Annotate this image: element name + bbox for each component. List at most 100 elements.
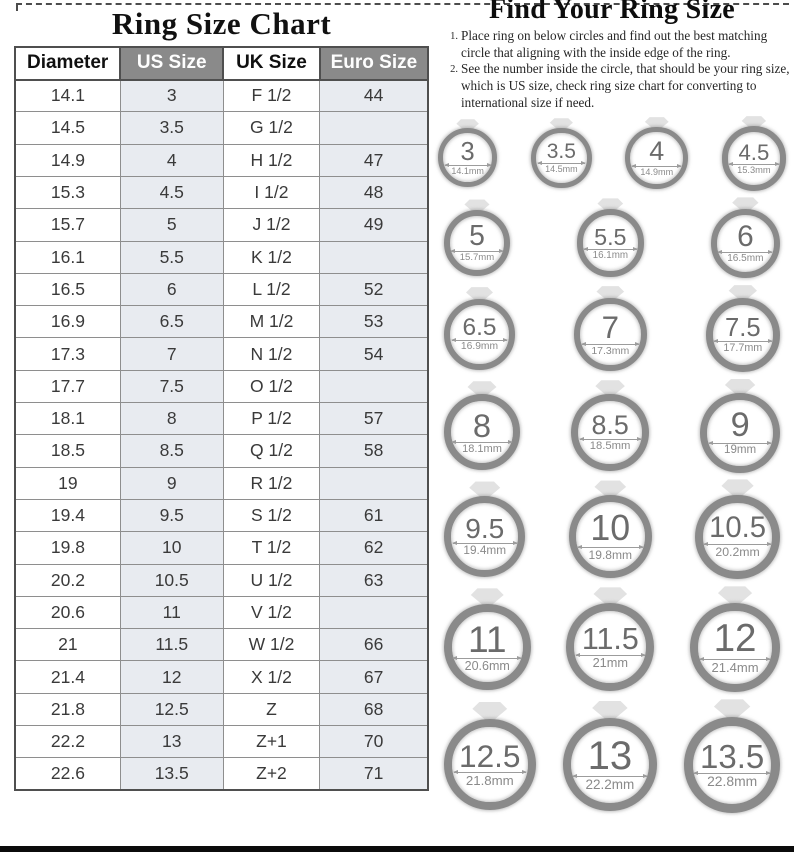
cell-diameter: 18.5 [14,434,121,468]
table-row: 16.5 6 L 1/2 52 [14,272,429,307]
cell-us-size: 7 [119,337,224,371]
ring-sizer-us-13.5: 13.5 22.8mm [684,699,780,813]
cell-uk-size: N 1/2 [222,337,321,371]
ring-mm-label: 16.9mm [460,341,499,353]
ring-size-number: 12 [713,617,757,661]
ring-circle: 8.5 18.5mm [571,393,649,472]
table-row: 20.6 11 V 1/2 [14,595,429,630]
table-row: 21 11.5 W 1/2 66 [14,628,429,662]
diameter-arrow-line [443,162,492,167]
cell-us-size: 8.5 [119,434,224,468]
ring-sizer-us-3: 3 14.1mm [438,119,498,188]
ring-sizer-us-3.5: 3.5 14.5mm [530,118,592,189]
cell-us-size: 8 [119,402,224,436]
ring-mm-label: 21.4mm [711,659,759,675]
diameter-arrow-line [727,161,780,166]
cell-uk-size: Z+1 [222,724,321,759]
cell-euro-size: 52 [319,272,429,307]
cell-diameter: 21.8 [14,692,121,726]
cell-us-size: 12.5 [119,692,224,726]
table-row: 22.6 13.5 Z+2 71 [14,757,429,791]
table-row: 16.9 6.5 M 1/2 53 [14,305,429,339]
ring-sizer-us-12.5: 12.5 21.8mm [444,701,536,811]
page-title: Ring Size Chart [111,6,332,41]
diameter-arrow-line [572,774,648,779]
ring-sizer-us-9.5: 9.5 19.4mm [444,481,526,578]
ring-circle: 12.5 21.8mm [444,718,536,811]
ring-mm-label: 20.2mm [715,545,760,560]
ring-size-number: 5.5 [594,223,627,250]
ring-mm-label: 17.3mm [591,344,630,357]
cell-euro-size: 48 [319,175,429,210]
ring-size-table: Diameter US Size UK Size Euro Size 14.1 3 F 1… [13,45,430,792]
cell-diameter: 18.1 [14,402,121,436]
cell-uk-size: F 1/2 [222,79,321,113]
ring-sizer-us-12: 12 21.4mm [690,586,780,693]
ring-circles: 3 14.1mm 3.5 14.5mm 4 14.9mm 4.5 15.3mm 5 15.7mm 5… [433,116,791,813]
ring-mm-label: 15.3mm [737,164,771,175]
ring-sizer-us-9: 9 19mm [700,378,780,473]
table-row: 17.3 7 N 1/2 54 [14,337,429,371]
diameter-arrow-line [717,250,774,255]
table-row: 14.5 3.5 G 1/2 [14,111,429,145]
ring-sizer-us-7.5: 7.5 17.7mm [705,285,780,372]
instruction-item: 1. Place ring on below circles and find o… [445,28,791,61]
ring-circle: 7.5 17.7mm [705,297,780,372]
cell-euro-size: 61 [319,498,429,533]
ring-size-number: 11.5 [581,621,639,656]
ring-circle: 11 20.6mm [444,603,531,691]
ring-mm-label: 16.5mm [727,253,764,265]
cell-euro-size [319,369,429,404]
cell-us-size: 5.5 [119,240,224,274]
circle-row: 5 15.7mm 5.5 16.1mm 6 16.5mm [433,197,791,279]
circle-row: 8 18.1mm 8.5 18.5mm 9 19mm [433,378,791,473]
circle-row: 12.5 21.8mm 13 22.2mm 13.5 22.8mm [433,699,791,813]
ring-sizer-us-8: 8 18.1mm [444,381,521,471]
cell-diameter: 19.4 [14,498,121,533]
cell-uk-size: J 1/2 [222,208,321,242]
ring-circle: 4 14.9mm [625,126,689,190]
cell-diameter: 20.2 [14,563,121,597]
ring-sizer-us-4: 4 14.9mm [625,117,689,190]
cell-diameter: 14.9 [14,143,121,177]
ring-size-number: 4.5 [738,139,770,165]
ring-size-number: 12.5 [459,738,521,775]
ring-mm-label: 18.1mm [462,442,502,455]
column-header-us-size: US Size [119,45,225,81]
cell-uk-size: U 1/2 [222,563,321,597]
ring-sizer-us-13: 13 22.2mm [563,700,657,812]
cell-uk-size: H 1/2 [222,143,321,177]
cell-euro-size: 47 [319,143,429,177]
diameter-arrow-line [703,542,772,547]
cell-diameter: 16.9 [14,305,121,339]
ring-mm-label: 18.5mm [589,439,631,452]
cell-diameter: 14.1 [14,79,121,113]
ring-size-number: 7 [601,309,619,345]
cell-us-size: 13.5 [119,757,224,791]
cell-diameter: 17.3 [14,337,121,371]
ring-sizer-us-11: 11 20.6mm [444,588,531,691]
ring-circle: 9.5 19.4mm [444,495,526,578]
ring-mm-label: 19.4mm [463,543,507,558]
ring-size-number: 9 [730,406,750,445]
cell-euro-size: 62 [319,531,429,565]
cell-us-size: 4 [119,143,224,177]
instruction-text: Place ring on below circles and find out… [461,28,768,60]
diameter-arrow-line [574,652,647,657]
table-row: 15.7 5 J 1/2 49 [14,208,429,242]
ring-size-number: 8 [472,406,492,444]
ring-circle: 12 21.4mm [690,602,780,693]
cell-diameter: 17.7 [14,369,121,404]
ring-size-number: 4 [649,136,665,167]
ring-size-number: 10.5 [709,512,767,545]
ring-circle: 6.5 16.9mm [444,298,515,370]
cell-us-size: 4.5 [119,175,224,210]
ring-sizer-us-10: 10 19.8mm [568,480,652,579]
cell-diameter: 21.4 [14,660,121,694]
diameter-arrow-line [698,656,772,661]
cell-uk-size: X 1/2 [222,660,321,694]
ring-size-number: 7.5 [725,313,761,342]
cell-euro-size: 44 [319,79,429,113]
ring-sizer-us-7: 7 17.3mm [573,286,647,371]
ring-size-number: 13.5 [699,737,765,775]
